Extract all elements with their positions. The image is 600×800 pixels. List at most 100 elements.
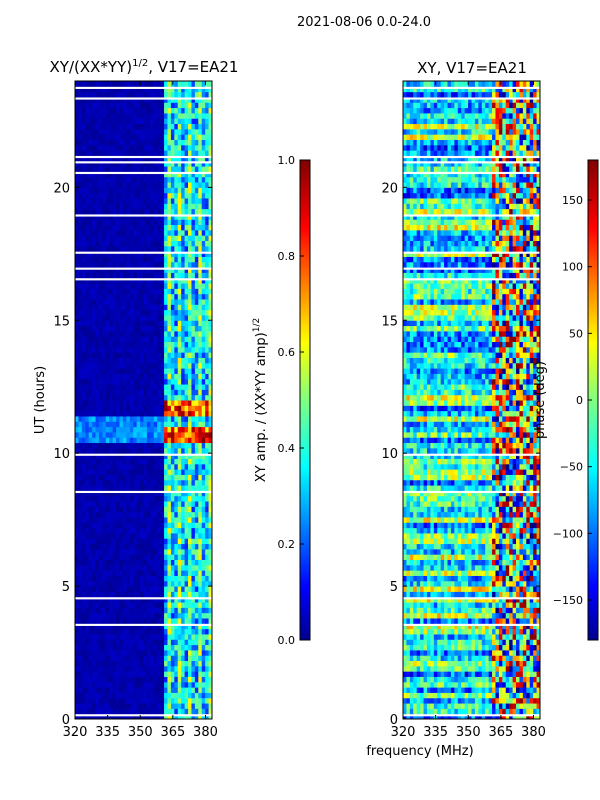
- left-heatmap-cell: [133, 155, 138, 162]
- left-heatmap-cell: [205, 256, 210, 263]
- left-heatmap-cell: [112, 277, 117, 284]
- left-heatmap-cell: [122, 681, 127, 688]
- left-heatmap-cell: [191, 649, 196, 656]
- left-heatmap-cell: [119, 272, 124, 279]
- left-heatmap-cell: [75, 538, 79, 545]
- amp-colorbar-tick-label: 0.6: [278, 346, 296, 359]
- left-heatmap-cell: [205, 330, 210, 337]
- left-heatmap-cell: [98, 166, 103, 172]
- left-heatmap-cell: [105, 516, 110, 523]
- left-heatmap-cell: [150, 623, 155, 630]
- left-heatmap-cell: [140, 330, 144, 337]
- left-heatmap-cell: [126, 314, 131, 321]
- left-heatmap-cell: [143, 665, 148, 672]
- left-heatmap-cell: [102, 671, 107, 677]
- left-heatmap-cell: [88, 144, 93, 151]
- left-heatmap-cell: [170, 501, 175, 507]
- right-heatmap-cell: [505, 708, 510, 715]
- left-heatmap-cell: [143, 150, 148, 156]
- left-heatmap-cell: [140, 368, 144, 374]
- left-heatmap-cell: [174, 86, 179, 93]
- left-heatmap-cell: [146, 389, 151, 396]
- left-heatmap-cell: [160, 692, 165, 699]
- left-heatmap-cell: [184, 421, 189, 428]
- left-heatmap-cell: [177, 176, 182, 183]
- left-heatmap-cell: [208, 628, 212, 635]
- left-heatmap-cell: [133, 676, 138, 683]
- left-heatmap-cell: [109, 692, 114, 699]
- left-heatmap-cell: [75, 112, 79, 119]
- left-heatmap-cell: [160, 224, 165, 231]
- left-heatmap-cell: [133, 649, 138, 656]
- left-heatmap-cell: [116, 144, 121, 151]
- left-heatmap-cell: [116, 394, 121, 401]
- left-heatmap-cell: [201, 495, 206, 502]
- left-heatmap-cell: [119, 123, 124, 130]
- right-heatmap-cell: [533, 708, 538, 715]
- left-data-gap: [75, 86, 212, 89]
- left-heatmap-cell: [140, 665, 144, 672]
- left-heatmap-cell: [205, 649, 210, 656]
- left-heatmap-cell: [92, 394, 97, 401]
- left-heatmap-cell: [129, 681, 134, 688]
- left-heatmap-cell: [119, 623, 124, 630]
- left-heatmap-cell: [88, 176, 93, 183]
- left-heatmap-cell: [109, 197, 114, 204]
- left-heatmap-cell: [102, 118, 107, 125]
- left-heatmap-cell: [177, 633, 182, 640]
- left-heatmap-cell: [177, 256, 182, 263]
- left-heatmap-cell: [122, 288, 127, 295]
- left-heatmap-cell: [167, 330, 172, 337]
- left-heatmap-cell: [126, 261, 131, 268]
- left-heatmap-cell: [122, 527, 127, 534]
- left-heatmap-cell: [140, 378, 144, 385]
- left-heatmap-cell: [116, 368, 121, 374]
- right-heatmap-cell: [464, 708, 469, 715]
- left-heatmap-cell: [208, 676, 212, 683]
- left-heatmap-cell: [88, 607, 93, 614]
- left-heatmap-cell: [126, 240, 131, 247]
- left-heatmap-cell: [102, 96, 107, 103]
- left-heatmap-cell: [146, 543, 151, 550]
- left-heatmap-cell: [177, 235, 182, 241]
- left-heatmap-cell: [188, 665, 192, 672]
- left-heatmap-cell: [153, 671, 158, 677]
- left-heatmap-cell: [143, 532, 148, 539]
- right-heatmap-cell: [433, 708, 438, 715]
- left-heatmap-cell: [201, 490, 206, 497]
- right-heatmap-cell: [478, 708, 483, 715]
- left-heatmap-cell: [81, 591, 86, 598]
- left-heatmap-cell: [170, 676, 175, 683]
- left-heatmap-cell: [153, 267, 158, 273]
- left-heatmap-cell: [194, 522, 199, 529]
- left-heatmap-cell: [160, 330, 165, 337]
- left-heatmap-cell: [191, 586, 196, 592]
- left-heatmap-cell: [194, 373, 199, 380]
- left-heatmap-cell: [170, 341, 175, 348]
- left-heatmap-cell: [157, 123, 162, 130]
- left-heatmap-cell: [188, 325, 192, 332]
- left-heatmap-cell: [116, 314, 121, 321]
- left-heatmap-cell: [81, 442, 86, 449]
- left-heatmap-cell: [136, 171, 141, 178]
- left-heatmap-cell: [194, 182, 199, 188]
- left-heatmap-cell: [150, 644, 155, 651]
- left-heatmap-cell: [177, 532, 182, 539]
- left-heatmap-cell: [98, 671, 103, 677]
- left-heatmap-cell: [184, 378, 189, 385]
- left-heatmap-cell: [133, 538, 138, 545]
- left-heatmap-cell: [126, 368, 131, 374]
- left-heatmap-cell: [188, 197, 192, 204]
- left-heatmap-cell: [75, 219, 79, 226]
- left-heatmap-cell: [208, 447, 212, 454]
- left-heatmap-cell: [201, 532, 206, 539]
- left-heatmap-cell: [184, 548, 189, 555]
- left-heatmap-cell: [136, 362, 141, 369]
- left-heatmap-cell: [95, 346, 100, 353]
- left-heatmap-cell: [78, 681, 83, 688]
- left-heatmap-cell: [170, 665, 175, 672]
- right-heatmap-cell: [420, 697, 425, 704]
- left-heatmap-cell: [191, 671, 196, 677]
- left-heatmap-cell: [81, 213, 86, 220]
- left-heatmap-cell: [140, 224, 144, 231]
